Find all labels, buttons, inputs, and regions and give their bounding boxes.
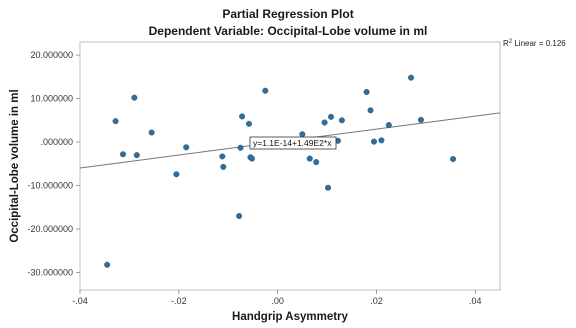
x-tick-label: -.02 [171, 296, 187, 306]
plot-area-frame [79, 41, 501, 291]
r2-superscript: 2 [509, 39, 513, 45]
chart-title: Partial Regression Plot [222, 7, 354, 21]
y-tick-label: .000000 [40, 137, 73, 147]
data-point [385, 122, 392, 129]
x-tick-label: .04 [469, 296, 482, 306]
data-point [371, 138, 378, 145]
data-point [104, 261, 111, 268]
x-tick-label: .00 [271, 296, 284, 306]
data-point [133, 152, 140, 159]
data-point [262, 87, 269, 94]
y-tick-label: 10.000000 [30, 94, 73, 104]
fit-equation-label: y=1.1E-14+1.49E2*x [249, 136, 337, 150]
data-point [112, 118, 119, 125]
r2-label: R2 Linear = 0.126 [503, 39, 566, 48]
y-tick-label: -20.000000 [27, 224, 73, 234]
data-point [325, 184, 332, 191]
fit-equation-text: y=1.1E-14+1.49E2*x [253, 138, 332, 148]
data-point [367, 107, 374, 114]
data-point [306, 155, 313, 162]
data-point [220, 163, 227, 170]
data-point [148, 129, 155, 136]
data-point [131, 94, 138, 101]
data-point [450, 156, 457, 163]
data-point [245, 120, 252, 127]
data-point [378, 137, 385, 144]
data-point [321, 119, 328, 126]
r2-prefix: R [503, 39, 509, 48]
data-point [313, 159, 320, 166]
data-point [408, 74, 415, 81]
data-point [328, 113, 335, 120]
data-point [236, 213, 243, 220]
data-point [173, 171, 180, 178]
y-tick-label: -30.000000 [27, 268, 73, 278]
x-tick-label: -.04 [72, 296, 88, 306]
data-point [417, 116, 424, 123]
data-point [299, 131, 306, 138]
data-point [338, 117, 345, 124]
chart-subtitle: Dependent Variable: Occipital-Lobe volum… [148, 24, 428, 38]
x-axis-label: Handgrip Asymmetry [232, 311, 348, 323]
data-point [119, 151, 126, 158]
y-tick-label: 20.000000 [30, 50, 73, 60]
data-point [363, 89, 370, 96]
x-tick-label: .02 [370, 296, 383, 306]
y-axis-label: Occipital-Lobe volume in ml [9, 89, 21, 242]
data-point [237, 144, 244, 151]
r2-suffix: Linear = 0.126 [512, 39, 566, 48]
data-point [183, 144, 190, 151]
data-point [239, 113, 246, 120]
data-point [219, 153, 226, 160]
data-point [248, 155, 255, 162]
y-tick-label: -10.000000 [27, 181, 73, 191]
